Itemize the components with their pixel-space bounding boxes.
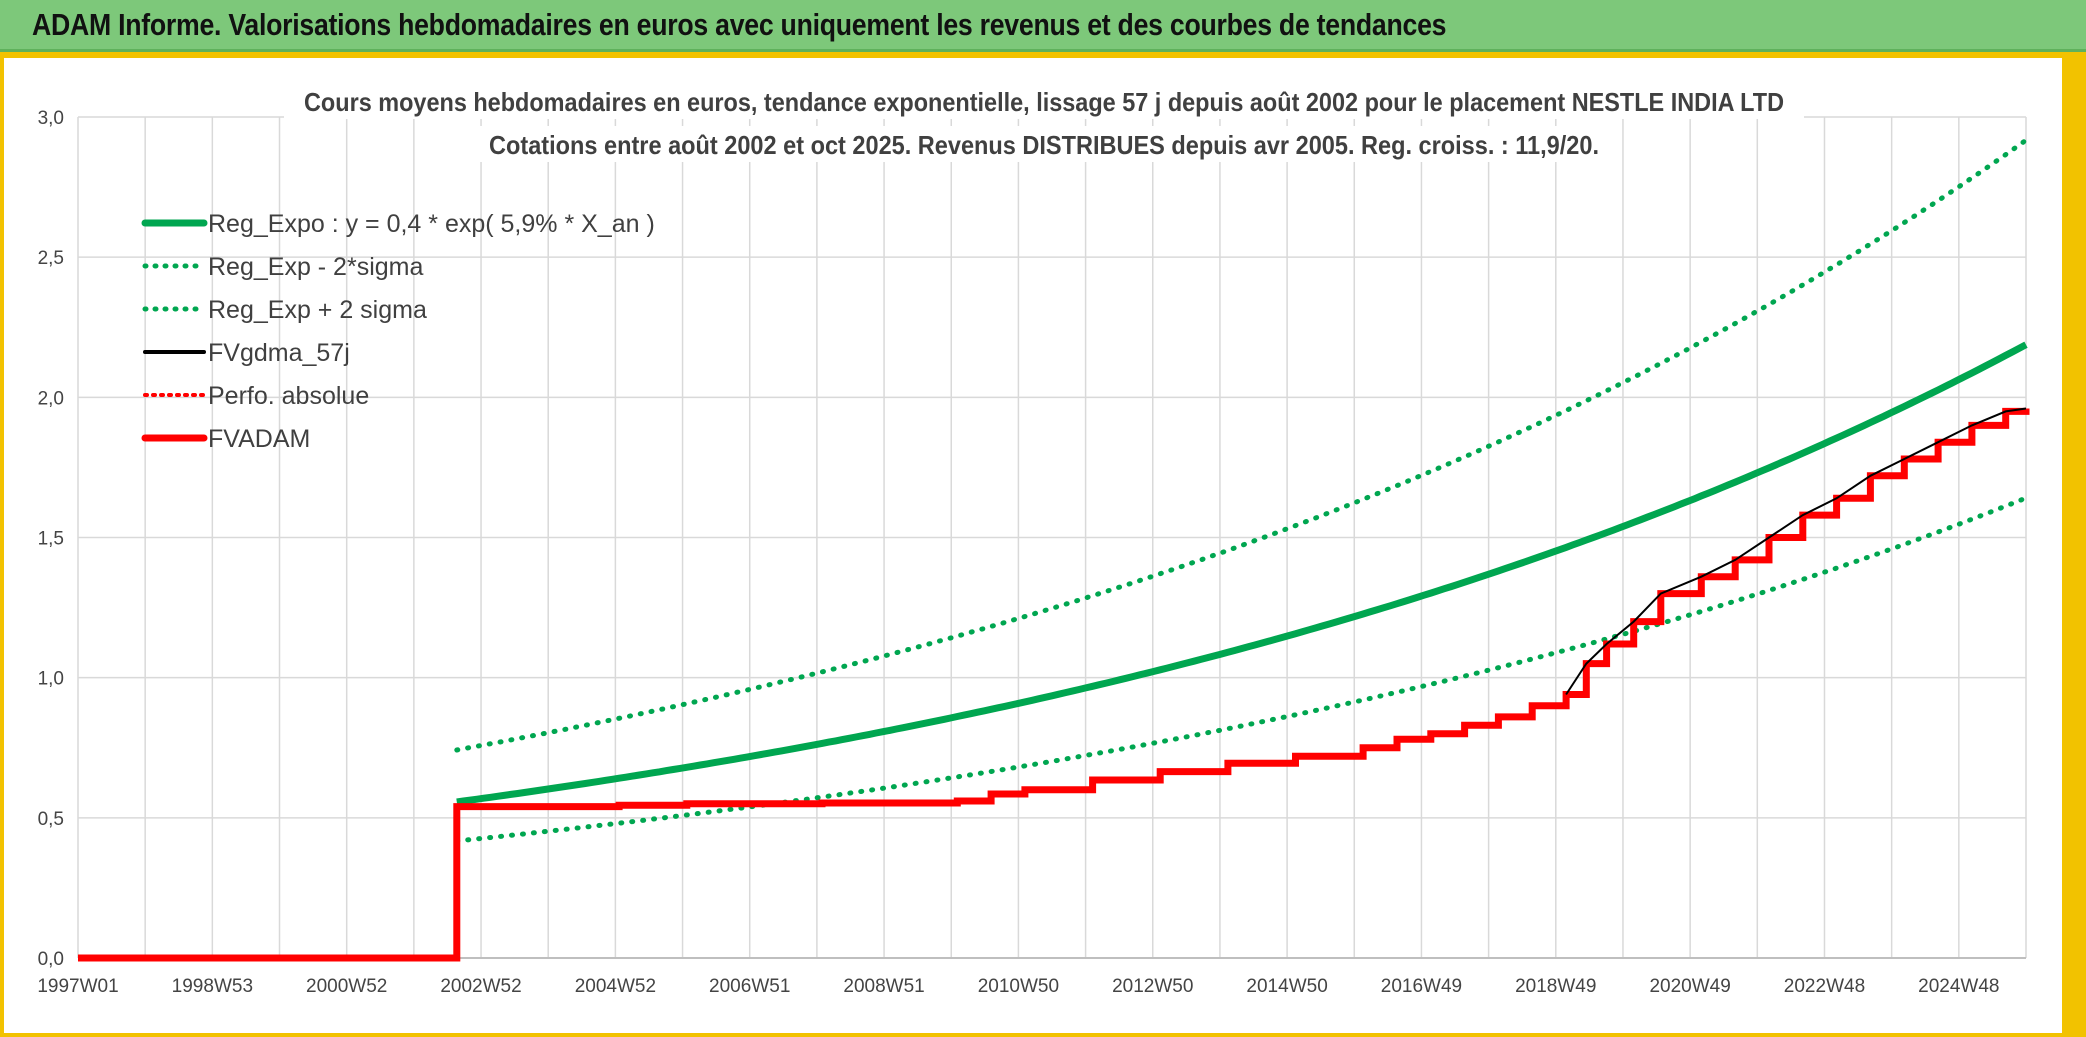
x-tick-label: 2000W52 (306, 976, 387, 997)
x-tick-label: 2018W49 (1515, 976, 1596, 997)
chart-title: Cours moyens hebdomadaires en euros, ten… (304, 87, 1784, 117)
y-tick-label: 0,0 (38, 949, 64, 970)
axes: 0,0 0,5 1,0 1,5 2,0 2,5 3,0 1997W01 1998W53 2000W… (37, 108, 2026, 997)
y-tick-label: 1,5 (38, 529, 64, 550)
chart-titles: Cours moyens hebdomadaires en euros, ten… (284, 83, 1804, 162)
legend-label: Reg_Expo : y = 0,4 * exp( 5,9% * X_an ) (208, 210, 655, 238)
banner-title: ADAM Informe. Valorisations hebdomadaire… (32, 7, 1446, 43)
x-tick-label: 2012W50 (1112, 976, 1193, 997)
reg-exp-plus-2sigma-line (457, 140, 2026, 750)
y-tick-label: 3,0 (38, 108, 64, 129)
fvgdma-line (1566, 409, 2026, 695)
x-tick-label: 2020W49 (1649, 976, 1730, 997)
x-tick-label: 2014W50 (1246, 976, 1327, 997)
x-tick-label: 2022W48 (1784, 976, 1865, 997)
x-tick-label: 2002W52 (440, 976, 521, 997)
legend: Reg_Expo : y = 0,4 * exp( 5,9% * X_an ) R… (145, 210, 655, 453)
legend-label: Perfo. absolue (208, 382, 369, 410)
legend-label: FVADAM (208, 425, 310, 453)
y-tick-label: 2,5 (38, 248, 64, 269)
x-tick-label: 1998W53 (172, 976, 253, 997)
y-tick-label: 1,0 (38, 669, 64, 690)
x-tick-label: 2016W49 (1381, 976, 1462, 997)
legend-label: Reg_Exp + 2 sigma (208, 296, 427, 324)
chart-panel: 0,0 0,5 1,0 1,5 2,0 2,5 3,0 1997W01 1998W53 2000W… (4, 58, 2062, 1033)
x-tick-label: 2024W48 (1918, 976, 1999, 997)
fvadam-line (78, 409, 2026, 959)
x-tick-label: 2010W50 (978, 976, 1059, 997)
y-tick-label: 2,0 (38, 388, 64, 409)
x-tick-label: 1997W01 (37, 976, 118, 997)
grid (78, 117, 2026, 958)
x-tick-label: 2008W51 (843, 976, 924, 997)
x-tick-label: 2004W52 (575, 976, 656, 997)
reg-exp-minus-2sigma-line (457, 498, 2026, 841)
chart-subtitle: Cotations entre août 2002 et oct 2025. R… (489, 130, 1599, 160)
x-tick-label: 2006W51 (709, 976, 790, 997)
legend-label: FVgdma_57j (208, 339, 350, 367)
y-tick-label: 0,5 (38, 809, 64, 830)
chart-svg: 0,0 0,5 1,0 1,5 2,0 2,5 3,0 1997W01 1998W53 2000W… (4, 58, 2062, 1033)
banner: ADAM Informe. Valorisations hebdomadaire… (0, 0, 2086, 52)
reg-expo-line (457, 345, 2026, 802)
legend-label: Reg_Exp - 2*sigma (208, 253, 423, 281)
